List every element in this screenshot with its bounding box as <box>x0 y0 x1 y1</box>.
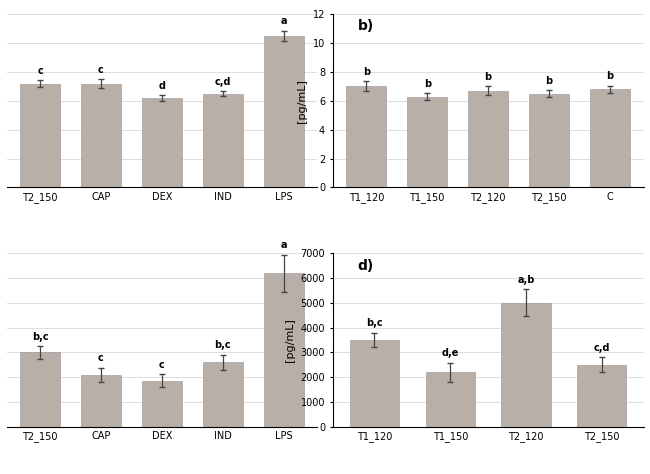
Bar <box>346 86 386 188</box>
Text: a: a <box>280 17 287 27</box>
Text: b,c: b,c <box>214 340 231 350</box>
Bar <box>142 98 181 188</box>
Bar <box>142 381 181 427</box>
Bar <box>426 372 475 427</box>
Bar <box>529 94 569 188</box>
Text: b,c: b,c <box>32 332 48 342</box>
Bar <box>469 91 508 188</box>
Bar <box>20 83 60 188</box>
Bar <box>20 352 60 427</box>
Y-axis label: [pg/mL]: [pg/mL] <box>285 318 295 362</box>
Text: c: c <box>37 65 43 75</box>
Bar <box>81 374 121 427</box>
Bar <box>501 303 551 427</box>
Bar <box>203 362 242 427</box>
Text: b): b) <box>358 19 374 34</box>
Bar <box>81 83 121 188</box>
Text: d: d <box>159 81 165 91</box>
Bar <box>264 36 304 188</box>
Text: b: b <box>606 72 614 82</box>
Text: d,e: d,e <box>441 348 459 358</box>
Text: a,b: a,b <box>517 275 535 285</box>
Text: c: c <box>98 65 104 75</box>
Text: b: b <box>484 72 491 82</box>
Bar <box>590 89 630 188</box>
Bar <box>408 97 447 188</box>
Text: c,d: c,d <box>214 77 231 87</box>
Text: c: c <box>159 360 164 370</box>
Text: b: b <box>424 79 431 89</box>
Text: c: c <box>98 353 104 364</box>
Bar <box>577 365 627 427</box>
Bar <box>264 273 304 427</box>
Text: b: b <box>545 76 552 86</box>
Y-axis label: [pg/mL]: [pg/mL] <box>297 79 307 123</box>
Text: b: b <box>363 67 370 77</box>
Text: c,d: c,d <box>593 343 610 353</box>
Text: b,c: b,c <box>366 318 383 328</box>
Text: d): d) <box>358 258 374 273</box>
Bar <box>203 94 242 188</box>
Bar <box>350 340 399 427</box>
Text: a: a <box>280 240 287 250</box>
